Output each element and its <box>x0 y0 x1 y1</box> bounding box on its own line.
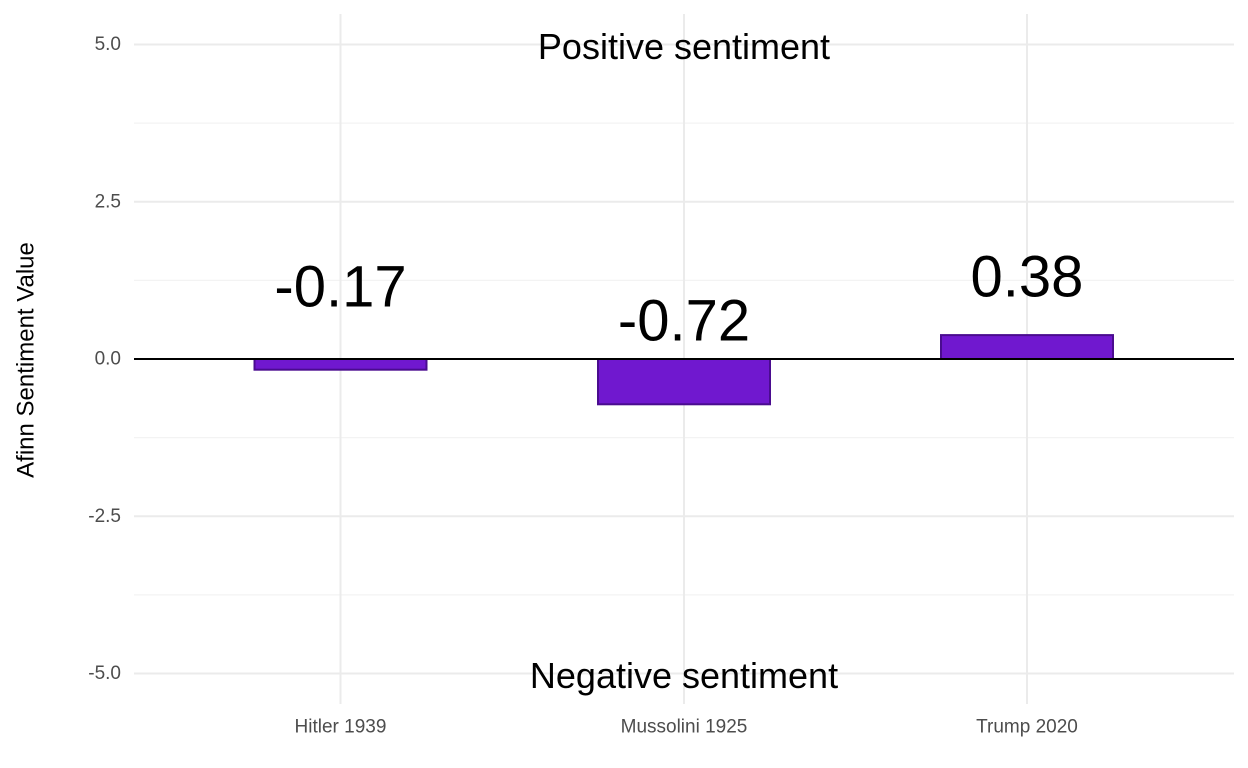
y-tick-label: 2.5 <box>95 191 121 212</box>
y-axis-ticks: 5.0 2.5 0.0 -2.5 -5.0 <box>88 34 121 684</box>
bar <box>940 334 1114 360</box>
data-label: -0.72 <box>618 289 750 354</box>
y-axis-title: Afinn Sentiment Value <box>13 242 40 478</box>
positive-sentiment-annotation: Positive sentiment <box>538 26 830 67</box>
data-label: -0.17 <box>274 255 406 320</box>
bar <box>253 358 428 371</box>
negative-sentiment-annotation: Negative sentiment <box>530 655 838 696</box>
x-tick-label: Trump 2020 <box>976 717 1078 738</box>
y-tick-label: 0.0 <box>95 349 121 370</box>
x-tick-label: Hitler 1939 <box>295 717 387 738</box>
y-tick-label: -2.5 <box>88 506 121 527</box>
y-tick-label: -5.0 <box>88 663 121 684</box>
data-label: 0.38 <box>971 245 1084 310</box>
bar <box>597 358 771 406</box>
x-axis-ticks: Hitler 1939 Mussolini 1925 Trump 2020 <box>295 717 1078 738</box>
x-tick-label: Mussolini 1925 <box>621 717 748 738</box>
data-labels: -0.17 -0.72 0.38 <box>274 245 1083 354</box>
y-tick-label: 5.0 <box>95 34 121 55</box>
